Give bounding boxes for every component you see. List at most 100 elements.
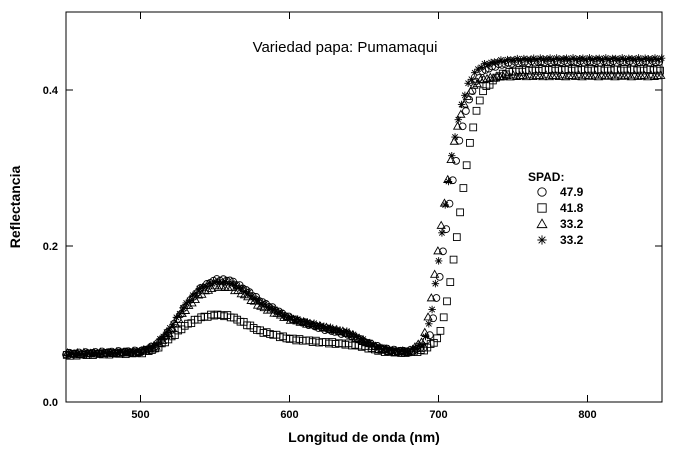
asterisk-marker [647, 55, 656, 64]
triangle-marker [180, 305, 191, 314]
asterisk-marker [162, 328, 171, 336]
asterisk-marker [457, 100, 466, 109]
asterisk-marker [513, 54, 522, 63]
asterisk-marker [425, 320, 433, 328]
triangle-marker [200, 286, 210, 295]
asterisk-marker [421, 332, 430, 341]
asterisk-marker [464, 79, 472, 88]
y-tick-label: 0.4 [43, 85, 59, 97]
asterisk-marker [208, 280, 217, 288]
asterisk-marker [441, 201, 449, 209]
asterisk-marker [130, 348, 138, 356]
triangle-marker [154, 338, 164, 347]
triangle-marker [511, 71, 522, 80]
asterisk-marker [113, 349, 122, 357]
series-asterisk [64, 54, 666, 359]
asterisk-marker [569, 54, 577, 62]
asterisk-marker [543, 55, 551, 63]
asterisk-marker [103, 350, 112, 358]
asterisk-marker [228, 279, 236, 288]
asterisk-marker [349, 330, 358, 339]
asterisk-marker [195, 284, 204, 293]
triangle-marker [164, 329, 174, 338]
axis-ticks: 500 600 700 800 0.0 0.2 0.4 [43, 12, 662, 421]
asterisk-marker [493, 58, 502, 66]
square-marker [456, 208, 464, 217]
triangle-marker [423, 312, 433, 321]
triangle-marker [521, 71, 532, 81]
asterisk-marker [631, 55, 640, 64]
triangle-marker [626, 72, 636, 81]
circle-marker [432, 294, 441, 302]
asterisk-marker [307, 320, 315, 328]
x-tick-label: 500 [131, 409, 149, 421]
asterisk-marker [149, 341, 158, 350]
circle-marker [176, 310, 185, 319]
asterisk-marker [566, 55, 574, 64]
legend-title: SPAD: [528, 170, 564, 184]
asterisk-marker [271, 305, 279, 314]
asterisk-marker [320, 322, 328, 331]
asterisk-marker [415, 341, 423, 349]
y-axis-label: Reflectancia [7, 166, 23, 249]
asterisk-marker [634, 54, 643, 62]
triangle-marker [148, 344, 158, 353]
legend-entry-label: 41.8 [560, 201, 584, 215]
asterisk-marker [411, 344, 420, 353]
square-marker [656, 66, 664, 75]
asterisk-marker [651, 54, 659, 62]
square-marker [459, 184, 468, 192]
square-marker [433, 334, 442, 343]
triangle-marker [498, 71, 509, 80]
asterisk-marker [605, 55, 613, 64]
triangle-marker [203, 285, 214, 294]
legend-entry-label: 47.9 [560, 185, 584, 199]
asterisk-marker [303, 318, 312, 326]
circle-marker [429, 314, 437, 323]
asterisk-marker [146, 343, 154, 352]
asterisk-marker [215, 278, 223, 286]
asterisk-marker [159, 332, 168, 341]
triangle-marker [495, 72, 505, 81]
asterisk-marker [153, 340, 161, 349]
legend-square-icon [537, 203, 547, 213]
asterisk-marker [123, 347, 131, 355]
triangle-marker [505, 72, 515, 81]
triangle-marker [207, 283, 217, 292]
asterisk-marker [231, 281, 240, 290]
legend-entry-label: 33.2 [560, 217, 584, 231]
asterisk-marker [116, 347, 125, 356]
asterisk-marker [369, 340, 377, 349]
asterisk-marker [64, 351, 72, 359]
asterisk-marker [179, 304, 187, 312]
asterisk-marker [77, 350, 86, 358]
triangle-marker [570, 71, 581, 80]
asterisk-marker [395, 348, 404, 356]
asterisk-marker [169, 320, 177, 329]
square-marker [469, 123, 478, 132]
asterisk-marker [428, 305, 436, 314]
asterisk-marker [379, 345, 387, 353]
asterisk-marker [418, 340, 426, 349]
triangle-marker [193, 290, 204, 299]
triangle-marker [649, 71, 659, 80]
asterisk-marker [100, 348, 109, 356]
asterisk-marker [80, 350, 89, 359]
asterisk-marker [251, 295, 259, 303]
triangle-marker [587, 71, 597, 80]
triangle-marker [433, 246, 443, 255]
chart-title: Variedad papa: Pumamaqui [253, 39, 438, 56]
triangle-marker [275, 310, 286, 319]
asterisk-marker [572, 55, 581, 64]
triangle-marker [184, 300, 194, 309]
asterisk-marker [500, 57, 508, 66]
asterisk-marker [552, 54, 561, 62]
asterisk-marker [343, 327, 351, 335]
asterisk-marker [182, 299, 190, 307]
asterisk-marker [310, 319, 318, 328]
triangle-marker [465, 86, 476, 95]
asterisk-marker [389, 346, 397, 355]
triangle-marker [561, 71, 571, 81]
asterisk-marker [477, 63, 486, 72]
asterisk-marker [484, 60, 492, 69]
